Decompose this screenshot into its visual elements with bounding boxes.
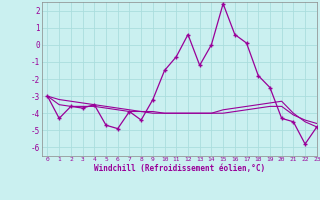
X-axis label: Windchill (Refroidissement éolien,°C): Windchill (Refroidissement éolien,°C) — [94, 164, 265, 173]
